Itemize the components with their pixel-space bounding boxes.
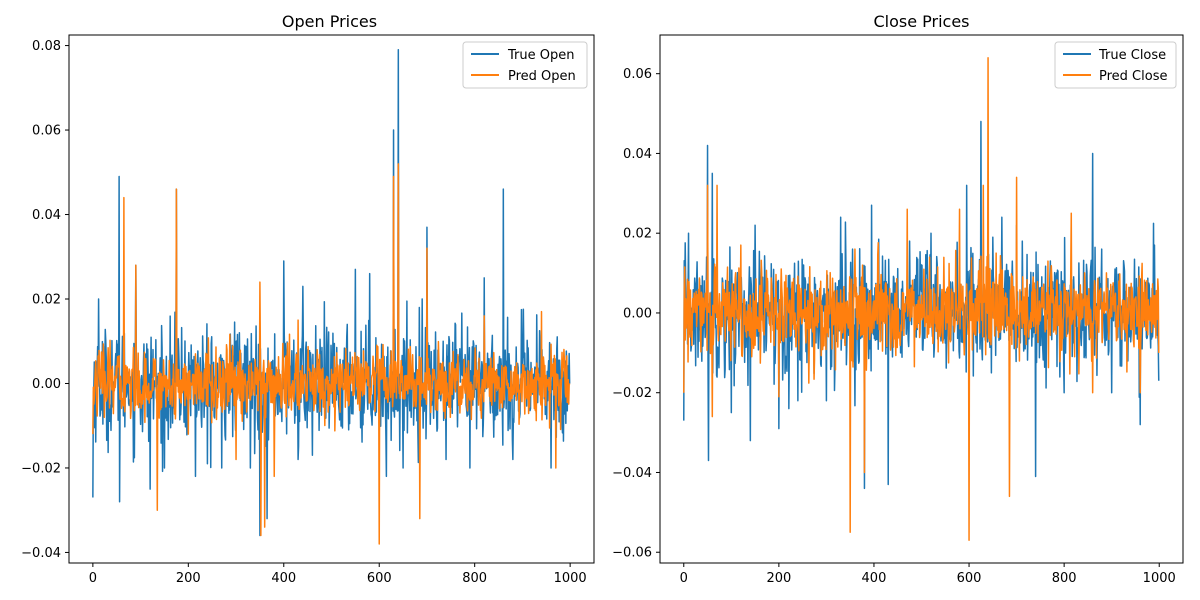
legend: True Open Pred Open <box>462 41 588 89</box>
y-tick-label: −0.02 <box>21 461 61 476</box>
plot-area <box>683 56 1160 542</box>
y-tick-label: 0.08 <box>32 39 61 54</box>
y-tick-label: 0.04 <box>32 208 61 223</box>
series-line-pred-close <box>683 56 1160 542</box>
y-tick-label: 0.00 <box>623 306 652 321</box>
x-tick-label: 200 <box>766 571 791 586</box>
legend-label-true-close: True Close <box>1098 48 1166 63</box>
close-prices-chart: Close Prices 0 200 400 600 800 1000 −0.06−0.0… <box>612 12 1184 586</box>
y-tick-label: 0.00 <box>32 377 61 392</box>
y-tick-label: −0.02 <box>612 386 652 401</box>
x-tick-label: 1000 <box>554 571 587 586</box>
axes-frame <box>659 34 1184 564</box>
y-axis: −0.04 −0.02 0.00 0.02 0.04 0.06 0.08 <box>21 39 69 561</box>
legend-label-pred-close: Pred Close <box>1099 69 1167 84</box>
y-tick-label: −0.04 <box>612 466 652 481</box>
x-axis: 0 200 400 600 800 1000 <box>89 563 587 586</box>
y-tick-label: −0.06 <box>612 546 652 561</box>
x-axis: 0 200 400 600 800 1000 <box>680 563 1176 586</box>
x-tick-label: 600 <box>957 571 982 586</box>
chart-title: Open Prices <box>282 12 377 31</box>
plot-area <box>92 49 571 545</box>
legend: True Close Pred Close <box>1054 41 1177 89</box>
x-tick-label: 1000 <box>1143 571 1176 586</box>
x-tick-label: 400 <box>862 571 887 586</box>
x-tick-label: 200 <box>176 571 201 586</box>
y-tick-label: −0.04 <box>21 546 61 561</box>
x-tick-label: 800 <box>1052 571 1077 586</box>
y-tick-label: 0.06 <box>623 67 652 82</box>
y-tick-label: 0.06 <box>32 124 61 139</box>
legend-label-pred-open: Pred Open <box>508 69 576 84</box>
open-prices-chart: Open Prices 0 200 400 600 800 1000 −0.04 −0.02… <box>21 12 595 586</box>
y-tick-label: 0.02 <box>32 293 61 308</box>
x-tick-label: 400 <box>271 571 296 586</box>
x-tick-label: 800 <box>462 571 487 586</box>
chart-title: Close Prices <box>873 12 969 31</box>
x-tick-label: 0 <box>89 571 97 586</box>
y-axis: −0.06 −0.04 −0.02 0.00 0.02 0.04 0.06 <box>612 67 660 561</box>
y-tick-label: 0.04 <box>623 147 652 162</box>
x-tick-label: 600 <box>367 571 392 586</box>
x-tick-label: 0 <box>680 571 688 586</box>
y-tick-label: 0.02 <box>623 227 652 242</box>
series-line-pred-open <box>92 163 571 545</box>
legend-label-true-open: True Open <box>507 48 574 63</box>
